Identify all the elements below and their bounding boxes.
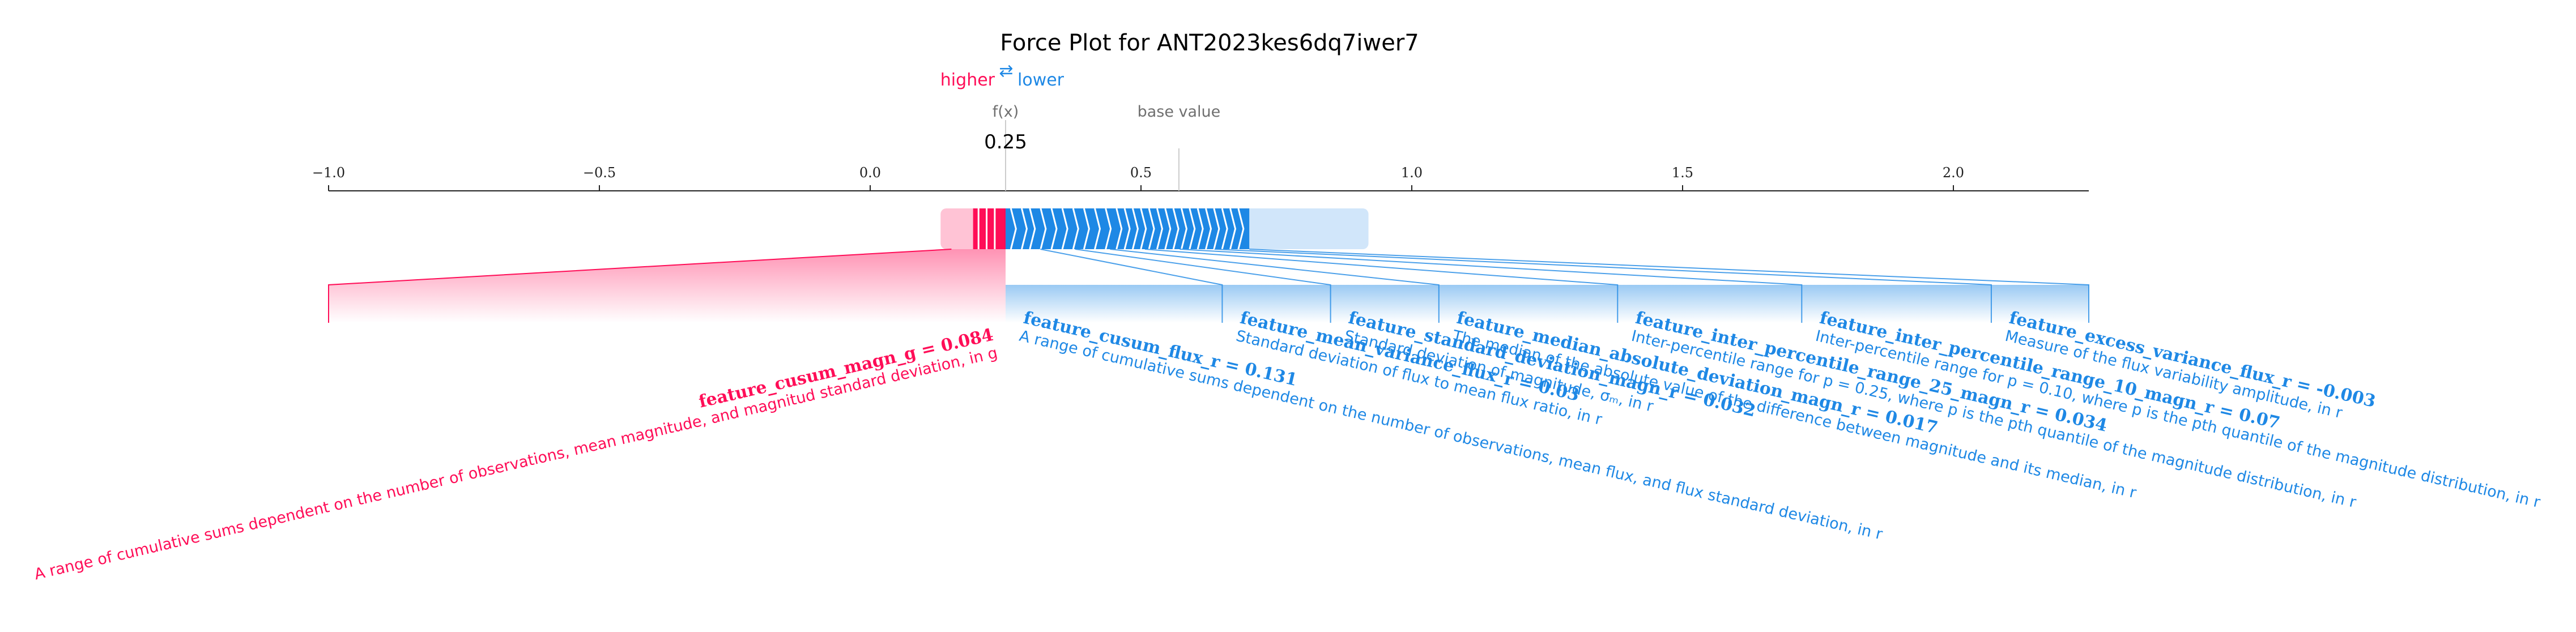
negative-bar-divider [1083, 208, 1090, 250]
fx-value: 0.25 [984, 131, 1027, 153]
negative-bar-divider [1229, 208, 1237, 250]
force-bars [940, 208, 1369, 250]
negative-connector-fill [1438, 285, 1618, 323]
x-tick-label: 0.0 [859, 165, 881, 181]
positive-connector-fill [329, 249, 1006, 323]
negative-bar-divider [1189, 208, 1196, 250]
chart-title: Force Plot for ANT2023kes6dq7iwer7 [1000, 30, 1419, 56]
negative-bar-divider [1148, 208, 1155, 250]
legend: higher ⇄ lower [940, 61, 1065, 90]
negative-bar-divider [1181, 208, 1188, 250]
base-value-label: base value [1138, 103, 1221, 121]
x-axis: −1.0 −0.5 0.0 0.5 1.0 1.5 2.0 f(x) 0.25 base valu… [312, 103, 2089, 191]
negative-bar-divider [1029, 208, 1036, 250]
negative-connector-fill [1222, 285, 1331, 323]
negative-bar-divider [1072, 208, 1079, 250]
positive-connector-line [328, 249, 952, 323]
legend-arrow-icon: ⇄ [999, 61, 1013, 81]
negative-bar-divider [1197, 208, 1204, 250]
negative-connector-fill [1802, 285, 1991, 323]
negative-bar-divider [1237, 208, 1245, 250]
x-tick-label: 1.0 [1401, 165, 1423, 181]
negative-connector-fill [1991, 285, 2089, 323]
feature-description: A range of cumulative sums dependent on … [33, 344, 999, 583]
negative-connector-line [1249, 249, 2089, 323]
negative-bar-divider [1172, 208, 1180, 250]
negative-bar-divider [1010, 208, 1017, 250]
negative-bar-divider [1221, 208, 1228, 250]
negative-bar-divider [1140, 208, 1147, 250]
legend-higher: higher [940, 70, 995, 90]
negative-connector-fill [1006, 285, 1223, 323]
x-tick-label: 2.0 [1943, 165, 1964, 181]
negative-bar-divider [1213, 208, 1220, 250]
negative-bar-divider [1040, 208, 1047, 250]
negative-bar-divider [1094, 208, 1101, 250]
negative-bar-divider [1105, 208, 1112, 250]
negative-bar-divider [1021, 208, 1028, 250]
x-tick-label: 0.5 [1130, 165, 1152, 181]
negative-bar-divider [1123, 208, 1131, 250]
negative-bar-divider [1061, 208, 1068, 250]
negative-bar-divider [1205, 208, 1212, 250]
negative-bar-divider [1050, 208, 1058, 250]
negative-bar-divider [1115, 208, 1123, 250]
negative-bar-divider [1164, 208, 1172, 250]
x-tick-label: 1.5 [1672, 165, 1693, 181]
x-tick-label: −1.0 [312, 165, 345, 181]
x-tick-label: −0.5 [583, 165, 616, 181]
negative-bar-divider [1156, 208, 1164, 250]
negative-connector-fill [1330, 285, 1439, 323]
negative-connector-fill [1617, 285, 1802, 323]
legend-lower: lower [1017, 70, 1065, 90]
fx-label: f(x) [993, 103, 1019, 121]
negative-bar-divider [1131, 208, 1139, 250]
